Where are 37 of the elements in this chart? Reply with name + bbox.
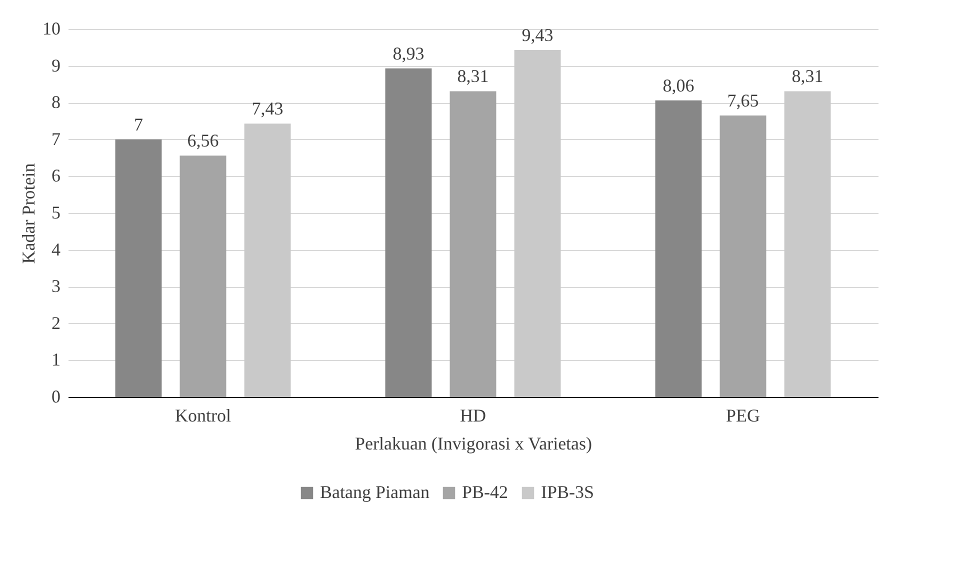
y-axis-title: Kadar Protein — [18, 163, 38, 264]
y-tick-label: 1 — [52, 350, 60, 370]
bar — [244, 124, 291, 397]
y-tick-label: 9 — [52, 55, 60, 76]
legend-label: Batang Piaman — [320, 482, 430, 502]
bar — [180, 156, 226, 397]
y-tick-label: 8 — [52, 92, 60, 112]
legend-label: IPB-3S — [541, 482, 594, 502]
bar — [385, 68, 432, 397]
legend-label: PB-42 — [462, 482, 508, 502]
data-label: 8,31 — [457, 66, 489, 86]
y-tick-label: 7 — [52, 128, 60, 149]
x-tick-label: PEG — [726, 406, 760, 426]
bar — [450, 91, 496, 397]
data-label: 7,65 — [727, 90, 759, 110]
x-axis-title: Perlakuan (Invigorasi x Varietas) — [354, 434, 592, 454]
bar — [720, 115, 766, 397]
y-tick-label: 4 — [52, 239, 60, 260]
data-label: 8,06 — [662, 75, 694, 96]
bar — [784, 91, 831, 397]
y-tick-label: 0 — [52, 386, 60, 406]
data-label: 7,43 — [252, 98, 284, 119]
x-tick-label: HD — [460, 406, 486, 426]
data-label: 8,93 — [392, 43, 424, 64]
bar — [514, 50, 561, 397]
data-label: 7 — [134, 114, 143, 134]
y-tick-label: 5 — [52, 202, 60, 222]
y-tick-label: 6 — [52, 166, 60, 186]
x-tick-label: Kontrol — [175, 406, 231, 426]
bar — [115, 139, 162, 397]
y-tick-label: 2 — [52, 312, 60, 333]
y-tick-label: 10 — [42, 18, 60, 38]
y-tick-label: 3 — [52, 276, 60, 296]
data-label: 6,56 — [187, 130, 219, 151]
bar — [655, 100, 702, 397]
data-label: 8,31 — [792, 66, 824, 86]
data-label: 9,43 — [522, 24, 554, 45]
